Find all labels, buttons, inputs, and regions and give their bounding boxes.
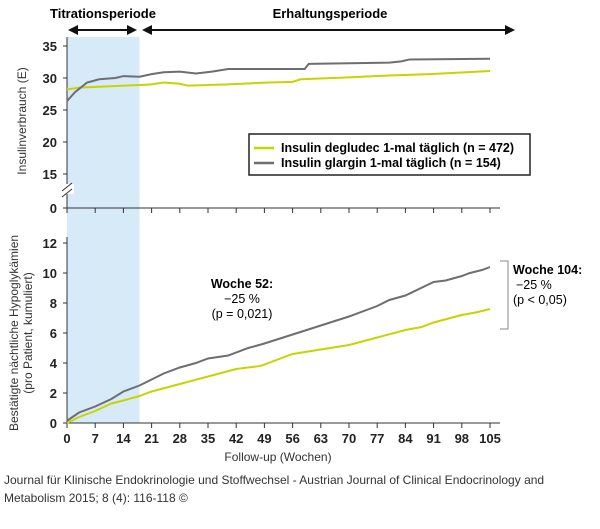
x-tick-label: 105	[479, 431, 501, 446]
x-tick-label: 70	[342, 431, 356, 446]
x-tick-label: 42	[229, 431, 243, 446]
legend-label-glargin: Insulin glargin 1-mal täglich (n = 154)	[281, 156, 501, 170]
titration-arrow-head-right	[127, 25, 137, 35]
legend-box	[248, 133, 531, 176]
legend-label-degludec: Insulin degludec 1-mal täglich (n = 472)	[281, 141, 514, 155]
bottom-chart: 0 2 4 6 8 10 12 0 7 14 21 28 35 42 49 56 63 70 77 84 91 98 105	[43, 236, 501, 446]
maintenance-arrow-head-right	[505, 25, 515, 35]
bottom-ylabel: Bestätigte nächtliche Hypoglykämien	[7, 235, 21, 431]
x-tick-label: 84	[398, 431, 413, 446]
x-tick-label: 56	[285, 431, 299, 446]
x-tick-label: 77	[370, 431, 384, 446]
x-tick-label: 14	[116, 431, 131, 446]
bottom-y-tick-label: 0	[50, 416, 57, 431]
bottom-ylabel-2: (pro Patient, kumuliert)	[21, 272, 35, 393]
bottom-y-tick-label: 4	[50, 356, 58, 371]
annotation-week104-title: Woche 104:	[513, 263, 582, 277]
bottom-y-tick-label: 8	[50, 296, 57, 311]
x-tick-label: 98	[455, 431, 469, 446]
axis-break-mark	[61, 188, 73, 198]
bottom-y-tick-label: 10	[43, 266, 57, 281]
x-tick-label: 28	[173, 431, 187, 446]
titration-arrow-head-left	[68, 25, 78, 35]
x-tick-label: 0	[63, 431, 70, 446]
bottom-y-tick-label: 12	[43, 236, 57, 251]
x-tick-label: 21	[144, 431, 158, 446]
maintenance-arrow-head-left	[142, 25, 152, 35]
x-tick-label: 91	[426, 431, 440, 446]
top-series-line-degludec	[66, 69, 491, 91]
annotation-week104-p: (p < 0,05)	[513, 293, 567, 307]
legend: Insulin degludec 1-mal täglich (n = 472)…	[248, 133, 531, 176]
top-y-tick-label: 20	[43, 135, 57, 150]
top-series-line-glargin	[66, 57, 491, 102]
bottom-y-tick-label: 6	[50, 326, 57, 341]
top-ylabel: Insulinverbrauch (E)	[15, 67, 29, 174]
bottom-series-line-degludec	[66, 308, 491, 424]
annotation-week52: Woche 52: −25 % (p = 0,021)	[211, 277, 273, 321]
x-tick-label: 35	[201, 431, 215, 446]
x-tick-label: 63	[314, 431, 328, 446]
titration-arrow	[68, 25, 137, 35]
annotation-week52-title: Woche 52:	[211, 277, 273, 291]
xlabel: Follow-up (Wochen)	[224, 450, 331, 464]
titration-label: Titrationsperiode	[50, 6, 156, 21]
x-tick-label: 49	[257, 431, 271, 446]
x-tick-label: 7	[92, 431, 99, 446]
annotation-week52-p: (p = 0,021)	[212, 307, 273, 321]
annotation-week104-change: −25 %	[516, 278, 552, 292]
top-y-tick-label: 0	[50, 201, 57, 216]
chart-svg: 0 15 20 25 30 35 0 2 4 6 8 10 12 0 7 14 21 28 35 42 49 56 63 7…	[7, 6, 582, 464]
source-footer: Journal für Klinische Endokrinologie und…	[4, 473, 545, 505]
axis-break-gap	[60, 184, 74, 194]
top-y-tick-label: 25	[43, 103, 57, 118]
top-y-tick-label: 35	[43, 39, 57, 54]
bottom-series-line-glargin	[66, 266, 491, 422]
top-y-tick-label: 15	[43, 167, 57, 182]
annotation-week104: Woche 104: −25 % (p < 0,05)	[513, 263, 582, 307]
top-chart: 0 15 20 25 30 35	[43, 37, 500, 216]
top-y-tick-label: 30	[43, 71, 57, 86]
maintenance-label: Erhaltungsperiode	[273, 6, 388, 21]
maintenance-arrow	[142, 25, 515, 35]
annotation-week52-change: −25 %	[224, 292, 260, 306]
titration-shade	[67, 37, 140, 423]
bottom-y-tick-label: 2	[50, 386, 57, 401]
axis-break-mark	[61, 182, 73, 192]
week104-bracket	[500, 260, 509, 330]
